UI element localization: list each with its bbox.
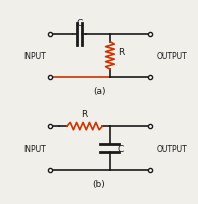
Text: R: R <box>82 110 88 119</box>
Text: INPUT: INPUT <box>23 52 46 61</box>
Text: (a): (a) <box>93 86 105 95</box>
Text: C: C <box>118 144 124 153</box>
Text: R: R <box>118 48 124 57</box>
Text: OUTPUT: OUTPUT <box>157 144 188 153</box>
Text: C: C <box>76 19 82 28</box>
Text: (b): (b) <box>93 179 105 188</box>
Text: OUTPUT: OUTPUT <box>157 52 188 61</box>
Text: INPUT: INPUT <box>23 144 46 153</box>
